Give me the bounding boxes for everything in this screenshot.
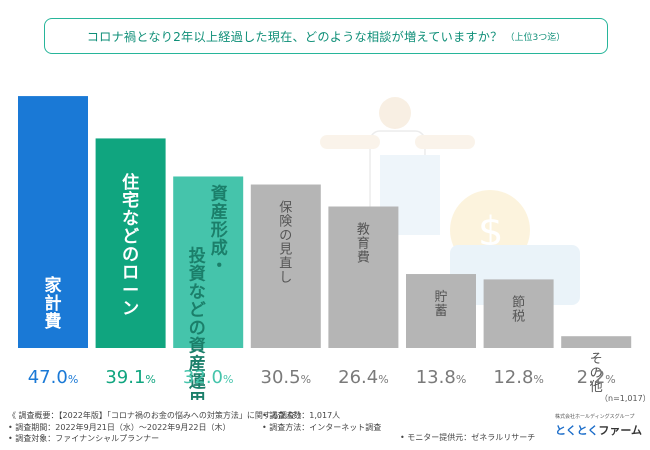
category-label-0: 家計費 bbox=[45, 275, 62, 332]
value-label-4: 26.4% bbox=[338, 367, 389, 388]
title-main: コロナ禍となり2年以上経過した現在、どのような相談が増えていますか？ bbox=[86, 30, 503, 44]
bar-2 bbox=[173, 176, 244, 348]
category-label-2-1: 投資などの資産運用 bbox=[189, 245, 206, 400]
bar-1 bbox=[95, 138, 166, 348]
chart-title: コロナ禍となり2年以上経過した現在、どのような相談が増えていますか？ （上位3つ… bbox=[44, 18, 608, 54]
survey-summary: 《 調査概要：【2022年版】「コロナ禍のお金の悩みへの対策方法」に関する調査 … bbox=[8, 410, 305, 445]
bar-0 bbox=[18, 96, 88, 348]
value-label-3: 30.5% bbox=[261, 367, 312, 388]
survey-provider: • モニター提供元：ゼネラルリサーチ bbox=[400, 433, 536, 442]
bar-4 bbox=[328, 206, 399, 348]
bar-5 bbox=[406, 274, 476, 348]
survey-title: 《 調査概要：【2022年版】「コロナ禍のお金の悩みへの対策方法」に関する調査 … bbox=[8, 411, 306, 420]
category-label-3: 保険の見直し bbox=[279, 201, 292, 286]
bar-chart: 家計費 47.0% 住宅などのローン 39.1% 資産形成・投資などの資産運用32.0%… bbox=[18, 96, 632, 400]
value-label-6: 12.8% bbox=[493, 367, 544, 388]
value-label-0: 47.0% bbox=[28, 367, 79, 388]
survey-count: • 調査人数：1,017人 bbox=[262, 411, 341, 420]
category-label-4: 教育費 bbox=[357, 221, 370, 265]
bar-7 bbox=[561, 336, 632, 348]
category-label-5: 貯蓄 bbox=[434, 290, 447, 319]
value-label-7: 2.2% bbox=[577, 367, 616, 388]
survey-target: • 調査対象：ファイナンシャルプランナー bbox=[8, 434, 160, 443]
value-label-1: 39.1% bbox=[105, 367, 156, 388]
company-logo: 株式会社ホールディングスグループ とくとくファーム bbox=[555, 413, 645, 443]
logo-name: とくとくファーム bbox=[555, 422, 645, 438]
logo-name-suffix: ファーム bbox=[598, 424, 643, 437]
svg-text:$: $ bbox=[478, 209, 503, 255]
logo-name-main: とくとく bbox=[555, 424, 599, 437]
value-label-5: 13.8% bbox=[416, 367, 467, 388]
survey-method: • 調査方法：インターネット調査 bbox=[262, 422, 382, 432]
survey-period: • 調査期間：2022年9月21日（水）〜2022年9月22日（木） bbox=[8, 422, 231, 432]
background-illustration: $ bbox=[320, 97, 580, 305]
value-label-2: 32.0% bbox=[183, 367, 234, 388]
category-label-1: 住宅などのローン bbox=[122, 172, 139, 319]
survey-details: • 調査人数：1,017人 • 調査方法：インターネット調査 bbox=[262, 410, 381, 433]
sample-size-note: （n=1,017） bbox=[600, 394, 650, 403]
bar-3 bbox=[250, 184, 321, 348]
category-label-6: 節税 bbox=[512, 295, 525, 324]
logo-tagline: 株式会社ホールディングスグループ bbox=[555, 414, 635, 420]
title-sub: （上位3つ迄） bbox=[505, 32, 566, 43]
category-label-7: その他 bbox=[590, 352, 603, 395]
category-label-2-0: 資産形成・ bbox=[211, 184, 228, 276]
bar-6 bbox=[483, 279, 554, 348]
